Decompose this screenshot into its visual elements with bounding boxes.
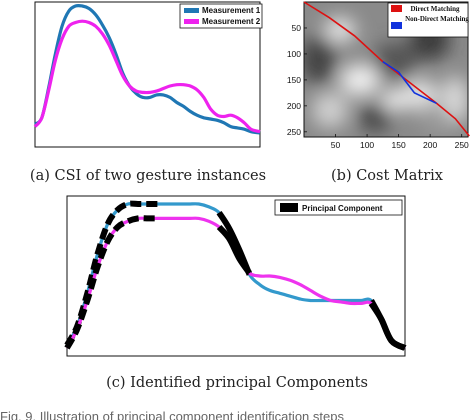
panel-c: Principal Component (c) Identified princ… [64, 195, 407, 391]
panel-b-ticks: 50 100 150 200 250 50 100 150 200 250 [287, 23, 469, 150]
legend-label-direct: Direct Matching [410, 5, 460, 13]
legend-swatch-measurement-2 [184, 19, 199, 24]
figure-caption: Fig. 9. Illustration of principal compon… [0, 409, 344, 420]
legend-swatch-principal [280, 203, 298, 212]
y-tick-label: 200 [287, 101, 301, 111]
panel-b-caption: (b) Cost Matrix [331, 168, 443, 184]
principal-component-segment [216, 224, 252, 275]
legend-label-measurement-2: Measurement 2 [202, 17, 261, 26]
y-tick-label: 150 [287, 75, 301, 85]
y-tick-label: 250 [287, 127, 301, 137]
legend-swatch-measurement-1 [184, 8, 199, 13]
x-tick-label: 150 [392, 140, 406, 150]
panel-c-caption: (c) Identified principal Components [106, 375, 368, 391]
panel-c-series [64, 200, 407, 351]
panel-a-caption: (a) CSI of two gesture instances [30, 168, 266, 184]
nondirect-matching-path [382, 61, 437, 105]
x-tick-label: 250 [455, 140, 469, 150]
series-line-1 [33, 3, 261, 135]
y-tick-label: 100 [287, 49, 301, 59]
panel-c-frame [66, 195, 406, 357]
panel-b-frame [303, 1, 469, 138]
legend-label-nondirect: Non-Direct Matching [405, 15, 469, 23]
panel-a-series [33, 3, 261, 135]
panel-b: 50 100 150 200 250 50 100 150 200 250 Direct Matc… [287, 1, 470, 184]
legend-label-principal: Principal Component [302, 204, 383, 213]
panel-a-frame [34, 1, 261, 148]
y-tick-label: 50 [292, 23, 302, 33]
legend-label-measurement-1: Measurement 1 [202, 6, 261, 15]
principal-component-segment [64, 215, 159, 350]
panel-a: Measurement 1 Measurement 2 (a) CSI of t… [30, 1, 266, 184]
panel-c-legend-box [274, 199, 403, 216]
legend-swatch-direct [391, 5, 402, 12]
x-tick-label: 100 [360, 140, 374, 150]
x-tick-label: 200 [423, 140, 437, 150]
principal-component-segment [368, 301, 407, 351]
legend-swatch-nondirect [391, 22, 402, 29]
panel-b-paths [303, 1, 470, 137]
series-line-2 [33, 19, 261, 134]
x-tick-label: 50 [331, 140, 341, 150]
